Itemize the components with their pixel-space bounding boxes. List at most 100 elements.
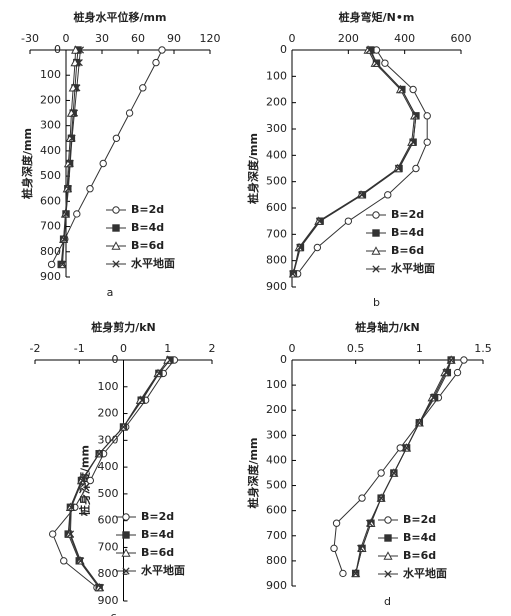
marker [384,516,392,524]
marker [95,450,103,458]
marker [66,159,74,168]
marker [68,134,76,142]
marker [394,164,403,173]
y-tick-label: 600 [98,514,119,527]
y-tick-label: 800 [266,254,287,267]
marker [60,557,68,565]
y-tick-label: 100 [40,68,61,81]
x-tick-label: 2 [209,342,216,355]
x-tick-label: 400 [394,32,415,45]
y-tick-label: 600 [266,201,287,214]
marker [119,423,128,431]
y-tick-label: 300 [266,122,287,135]
y-tick-label: 100 [266,378,287,391]
y-tick-label: 700 [266,529,287,542]
y-tick-label: 900 [40,270,61,283]
marker [62,210,70,218]
series-line [355,359,452,574]
marker [49,530,57,538]
x-tick-label: -2 [30,342,41,355]
marker [315,217,324,225]
marker [121,548,131,557]
marker [86,476,95,485]
x-tick-label: 60 [131,32,145,45]
legend-label: 水平地面 [403,566,447,580]
marker [447,356,455,364]
marker [384,191,392,199]
marker [412,112,420,120]
marker [70,109,79,117]
y-tick-label: 700 [266,227,287,240]
legend-label: B=2d [403,513,436,526]
marker [358,494,366,502]
marker [152,58,160,67]
marker [423,138,431,146]
y-tick-label: 100 [266,69,287,82]
legend-label: B=6d [141,546,174,559]
x-tick-label: -30 [21,32,39,45]
chart-title: 桩身轴力/kN [355,320,420,334]
marker [158,46,166,54]
marker [125,109,134,117]
legend-label: B=2d [141,510,174,523]
marker [384,570,392,578]
marker [289,270,297,278]
chart-title: 桩身水平位移/mm [74,10,167,24]
legend-label: B=6d [391,244,424,257]
y-tick-label: 500 [266,175,287,188]
marker [423,112,431,120]
x-tick-label: 0 [289,32,296,45]
x-tick-label: 600 [451,32,472,45]
marker [344,217,353,225]
marker [112,206,120,214]
legend-label: B=4d [391,226,424,239]
legend-label: 水平地面 [131,256,175,270]
x-tick-label: 1 [416,342,423,355]
y-axis-label: 桩身深度/mm [246,438,260,509]
panel-label: c [110,610,116,616]
marker [122,513,130,521]
x-tick-label: 1 [164,342,171,355]
legend-label: B=2d [131,203,164,216]
y-tick-label: 200 [266,96,287,109]
x-tick-label: 0 [289,342,296,355]
legend-label: B=4d [403,531,436,544]
marker [372,265,380,273]
marker [75,58,83,67]
panel-label: d [384,595,391,608]
y-tick-label: 400 [266,148,287,161]
chart-title: 桩身弯矩/N•m [339,10,415,24]
marker [332,519,341,527]
marker [67,503,75,511]
y-axis-label: 桩身深度/mm [246,133,260,204]
marker [402,444,411,452]
y-tick-label: 0 [112,353,119,366]
marker [409,85,417,94]
y-tick-label: 300 [266,428,287,441]
marker [453,368,462,377]
y-tick-label: 500 [40,169,61,182]
series-line [61,49,81,265]
marker [58,260,67,269]
y-tick-label: 600 [266,504,287,517]
marker [166,356,174,364]
marker [111,241,121,250]
y-tick-label: 700 [40,220,61,233]
legend-label: B=6d [403,549,436,562]
marker [396,444,404,452]
marker [73,210,81,218]
panel-label: b [373,296,380,309]
y-tick-label: 800 [266,554,287,567]
marker [339,569,347,578]
marker [296,243,304,252]
marker [78,476,87,485]
series-line [52,359,175,589]
series-line [333,359,465,574]
marker [60,235,68,243]
marker [377,469,385,477]
x-tick-label: 1.5 [474,342,492,355]
series-line [297,49,428,275]
marker [366,519,374,527]
legend-label: B=4d [131,221,164,234]
